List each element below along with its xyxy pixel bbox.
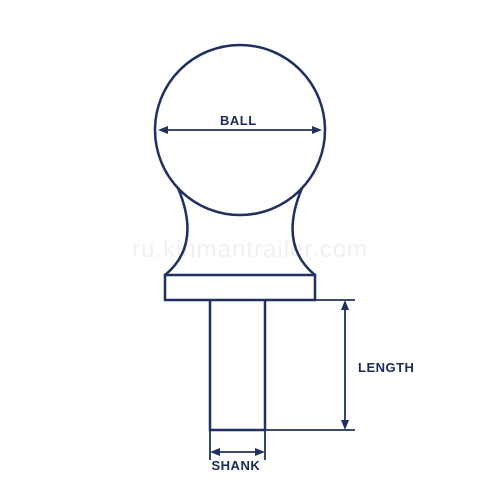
ball-dimension-label: BALL bbox=[220, 113, 257, 128]
diagram-canvas: BALL SHANK LENGTH ru.kinmantrailer.com bbox=[0, 0, 500, 500]
shank-dimension-label: SHANK bbox=[212, 458, 261, 473]
length-dimension-label: LENGTH bbox=[358, 360, 414, 375]
hitch-ball-drawing bbox=[0, 0, 500, 500]
